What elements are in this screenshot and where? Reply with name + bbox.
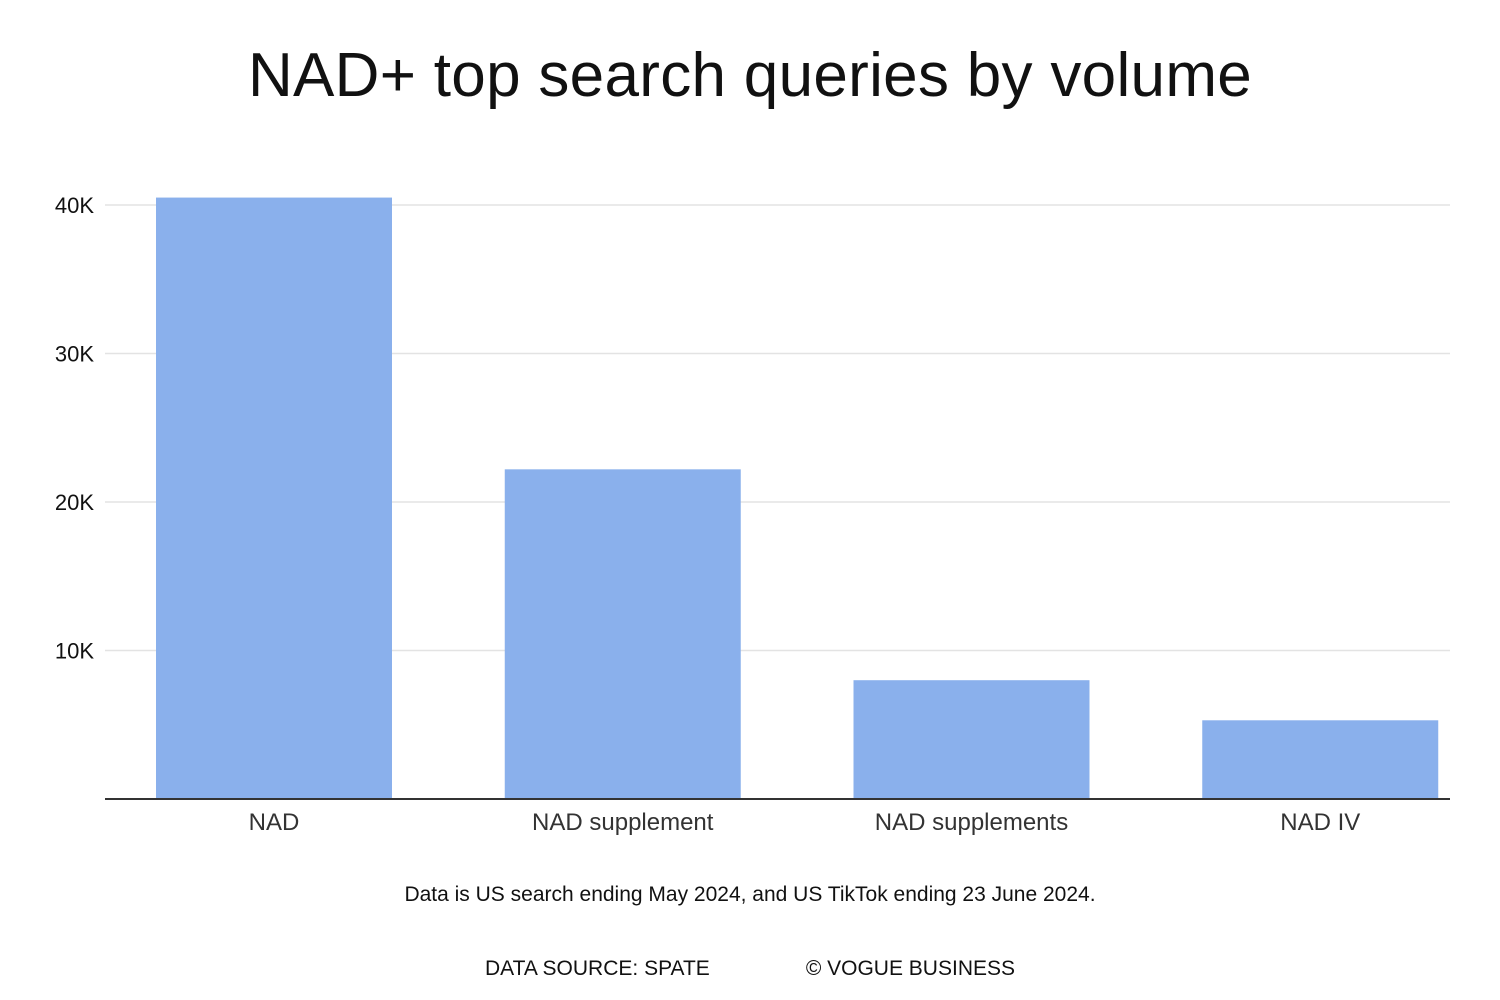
copyright-label: © VOGUE BUSINESS [805,957,1016,980]
data-source-label: DATA SOURCE: SPATE [484,957,710,980]
bar [1202,720,1439,799]
y-tick-label: 10K [55,639,94,664]
bar [853,680,1090,799]
x-tick-label: NAD supplements [875,809,1068,836]
y-tick-label: 30K [55,342,94,367]
chart-title: NAD+ top search queries by volume [247,41,1253,110]
chart-footer: DATA SOURCE: SPATE © VOGUE BUSINESS [0,957,1500,981]
y-tick-label: 40K [55,193,94,218]
x-tick-label: NAD supplement [532,809,714,836]
x-tick-label: NAD [249,809,300,836]
chart-note: Data is US search ending May 2024, and U… [404,883,1096,906]
y-tick-label: 20K [55,490,94,515]
bar [156,197,392,799]
x-tick-label: NAD IV [1280,809,1360,836]
bar [504,469,741,799]
